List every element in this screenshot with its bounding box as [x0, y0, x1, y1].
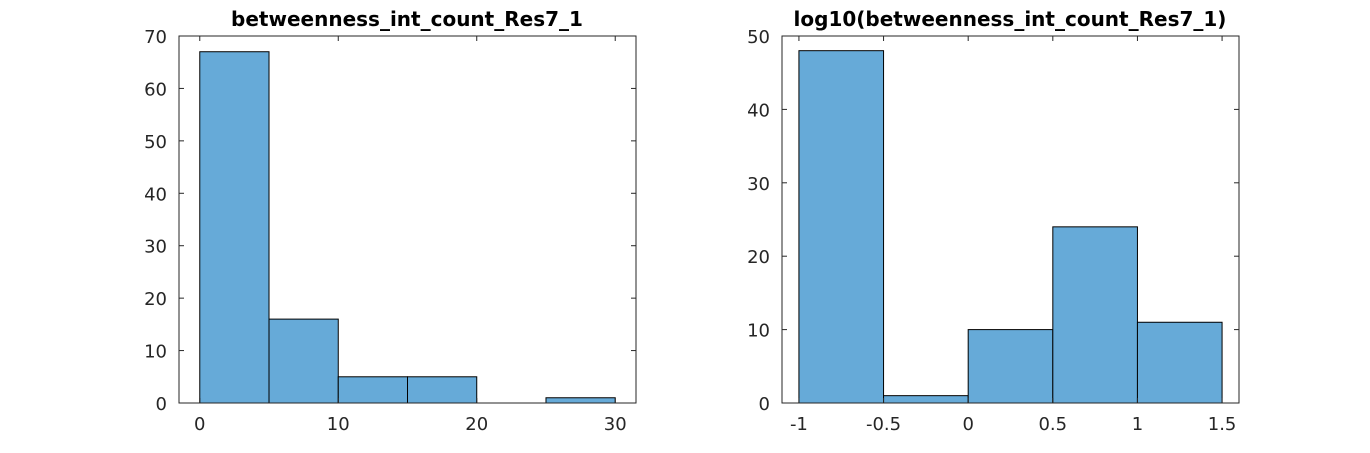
x-tick-label: 20	[465, 414, 488, 435]
axes-box	[781, 35, 1240, 404]
y-tick-label: 60	[144, 79, 167, 100]
histogram-bar	[268, 318, 339, 404]
x-tick-label: 0	[194, 414, 205, 435]
y-tick-label: 50	[144, 132, 167, 153]
histogram-bar	[798, 50, 885, 404]
y-tick-label: 0	[156, 394, 167, 415]
chart-title: log10(betweenness_int_count_Res7_1)	[794, 7, 1227, 31]
x-tick-label: -0.5	[866, 414, 901, 435]
x-tick-label: 30	[604, 414, 627, 435]
x-tick-label: 1	[1132, 414, 1143, 435]
y-tick-label: 40	[144, 184, 167, 205]
x-tick-label: 0.5	[1038, 414, 1067, 435]
histogram-left: betweenness_int_count_Res7_1 0 10 20 30 0 10 2…	[144, 7, 637, 435]
x-tick-label: 1.5	[1208, 414, 1237, 435]
y-tick-label: 10	[747, 321, 770, 342]
histogram-right: log10(betweenness_int_count_Res7_1) -1 -0…	[747, 7, 1240, 435]
y-tick-label: 20	[747, 247, 770, 268]
y-tick-label: 10	[144, 342, 167, 363]
histogram-bar	[1136, 321, 1223, 404]
y-tick-label: 50	[747, 27, 770, 48]
histogram-bar	[199, 51, 270, 404]
axes-box	[178, 35, 637, 404]
y-tick-label: 30	[144, 237, 167, 258]
histogram-bar	[545, 397, 616, 404]
histogram-bar	[883, 395, 969, 404]
histogram-bar	[407, 376, 478, 404]
y-tick-label: 70	[144, 27, 167, 48]
chart-title: betweenness_int_count_Res7_1	[231, 7, 583, 31]
x-tick-label: 10	[327, 414, 350, 435]
y-tick-label: 20	[144, 289, 167, 310]
x-tick-label: 0	[962, 414, 973, 435]
histogram-bar	[967, 329, 1054, 404]
y-tick-label: 0	[759, 394, 770, 415]
y-tick-label: 40	[747, 100, 770, 121]
histogram-bar	[337, 376, 408, 404]
y-tick-label: 30	[747, 174, 770, 195]
x-tick-label: -1	[790, 414, 808, 435]
histogram-bar	[1052, 226, 1138, 404]
